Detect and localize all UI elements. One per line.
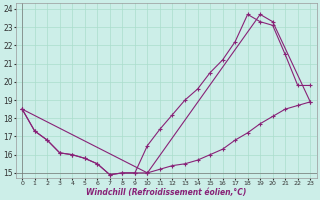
X-axis label: Windchill (Refroidissement éolien,°C): Windchill (Refroidissement éolien,°C) bbox=[86, 188, 246, 197]
